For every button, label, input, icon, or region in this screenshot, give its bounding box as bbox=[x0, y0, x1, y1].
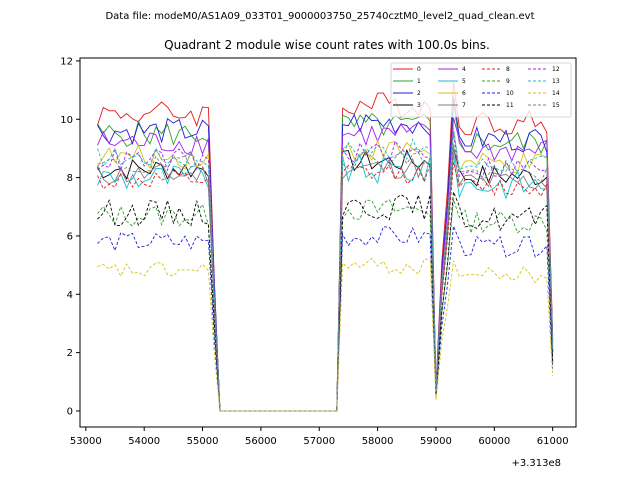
series-line-12 bbox=[97, 132, 554, 412]
series-line-9 bbox=[97, 199, 554, 412]
legend-box bbox=[390, 62, 572, 118]
legend-label-14: 14 bbox=[552, 90, 560, 97]
y-tick-label: 10 bbox=[60, 115, 73, 126]
legend-label-9: 9 bbox=[506, 78, 510, 85]
axes-frame bbox=[79, 57, 577, 428]
y-tick-label: 2 bbox=[67, 348, 73, 359]
series-line-5 bbox=[97, 154, 554, 412]
legend-label-10: 10 bbox=[506, 90, 514, 97]
legend-label-8: 8 bbox=[506, 66, 510, 73]
legend-label-1: 1 bbox=[417, 78, 421, 85]
legend-label-13: 13 bbox=[552, 78, 560, 85]
series-line-10 bbox=[97, 225, 554, 412]
x-tick-label: 55000 bbox=[187, 436, 219, 447]
y-axis: 0 2 4 6 8 10 12 bbox=[60, 56, 80, 417]
x-tick-label: 57000 bbox=[303, 436, 335, 447]
legend-label-0: 0 bbox=[417, 66, 421, 73]
legend-label-12: 12 bbox=[552, 66, 560, 73]
series-line-11 bbox=[97, 191, 554, 412]
legend-label-11: 11 bbox=[506, 102, 514, 109]
series-line-15 bbox=[97, 143, 554, 412]
series-line-0 bbox=[97, 81, 554, 412]
series-line-6 bbox=[97, 129, 554, 412]
x-axis: 53000 54000 55000 56000 57000 58000 59000 60000… bbox=[70, 427, 569, 447]
series-line-4 bbox=[97, 117, 554, 412]
series-line-1 bbox=[97, 102, 554, 412]
legend-label-4: 4 bbox=[462, 66, 466, 73]
series-line-3 bbox=[97, 148, 554, 412]
legend-label-15: 15 bbox=[552, 102, 560, 109]
x-tick-label: 59000 bbox=[420, 436, 452, 447]
figure-suptitle: Data file: modeM0/AS1A09_033T01_90000037… bbox=[105, 11, 534, 22]
y-tick-label: 12 bbox=[60, 56, 73, 67]
x-tick-label: 61000 bbox=[537, 436, 569, 447]
x-tick-label: 60000 bbox=[478, 436, 510, 447]
y-tick-label: 6 bbox=[67, 231, 73, 242]
series-line-13 bbox=[97, 127, 554, 412]
series-line-7 bbox=[97, 146, 554, 412]
chart-title: Quadrant 2 module wise count rates with … bbox=[164, 38, 490, 52]
x-tick-label: 53000 bbox=[70, 436, 102, 447]
y-tick-label: 4 bbox=[67, 290, 73, 301]
legend-label-3: 3 bbox=[417, 102, 421, 109]
series-line-14 bbox=[97, 257, 554, 412]
legend-label-6: 6 bbox=[462, 90, 466, 97]
y-tick-label: 8 bbox=[67, 173, 73, 184]
series-line-2 bbox=[97, 96, 554, 412]
legend-label-5: 5 bbox=[462, 78, 466, 85]
legend-label-7: 7 bbox=[462, 102, 466, 109]
x-tick-label: 56000 bbox=[245, 436, 277, 447]
y-tick-label: 0 bbox=[67, 406, 73, 417]
series-layer bbox=[97, 81, 554, 412]
legend-label-2: 2 bbox=[417, 90, 421, 97]
x-tick-label: 54000 bbox=[128, 436, 160, 447]
x-offset-label: +3.313e8 bbox=[511, 458, 561, 469]
x-tick-label: 58000 bbox=[362, 436, 394, 447]
